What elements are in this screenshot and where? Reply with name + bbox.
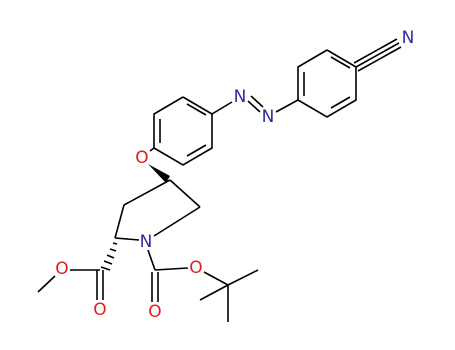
atom-label: O <box>189 258 202 278</box>
atom-label: O <box>55 259 68 279</box>
atom-label: N <box>140 232 153 252</box>
atom-label: O <box>93 300 106 320</box>
atom-label: O <box>135 148 148 168</box>
atom-label: N <box>234 87 247 107</box>
atom-label: N <box>262 107 275 127</box>
atom-label: O <box>148 302 161 322</box>
wedge-bond <box>148 164 170 183</box>
bonds <box>37 38 402 322</box>
atom-labels: N N N O N O O O O <box>55 28 414 322</box>
atom-label: N <box>402 28 415 48</box>
